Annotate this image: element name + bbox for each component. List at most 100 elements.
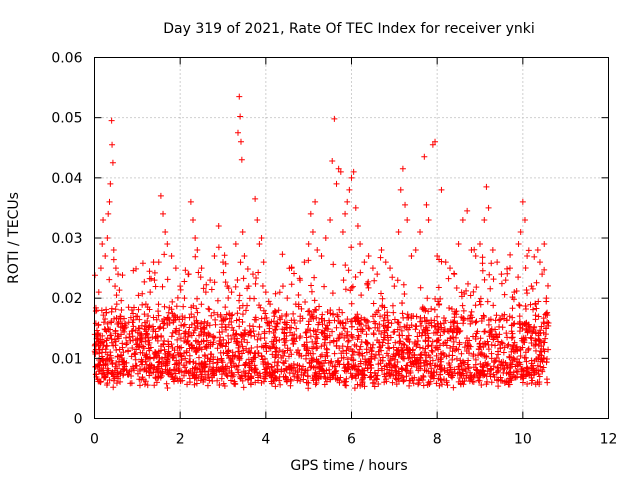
data-point: [352, 274, 359, 281]
data-point: [513, 367, 520, 374]
data-point: [204, 355, 211, 362]
data-point: [147, 289, 154, 296]
data-point: [428, 342, 435, 349]
data-point: [303, 352, 310, 359]
data-point: [357, 343, 364, 350]
data-point: [450, 323, 457, 330]
data-point: [232, 241, 239, 248]
data-point: [158, 333, 165, 340]
data-point: [283, 324, 290, 331]
data-point: [440, 328, 447, 335]
data-point: [445, 275, 452, 282]
data-point: [516, 313, 523, 320]
data-point: [311, 274, 318, 281]
data-point: [194, 295, 201, 302]
data-point: [170, 319, 177, 326]
y-tick-label: 0.04: [51, 171, 82, 187]
data-point: [237, 259, 244, 266]
data-point: [386, 371, 393, 378]
data-point: [500, 359, 507, 366]
data-point: [423, 201, 430, 208]
data-point: [511, 289, 518, 296]
data-point: [397, 338, 404, 345]
data-point: [270, 318, 277, 325]
data-point: [386, 361, 393, 368]
data-point: [340, 277, 347, 284]
data-point: [191, 365, 198, 372]
data-point: [322, 357, 329, 364]
data-point: [481, 276, 488, 283]
data-point: [142, 301, 149, 308]
data-point: [354, 336, 361, 343]
data-point: [171, 374, 178, 381]
data-point: [369, 265, 376, 272]
data-point: [422, 337, 429, 344]
data-point: [422, 357, 429, 364]
data-point: [477, 295, 484, 302]
data-point: [342, 320, 349, 327]
data-point: [417, 360, 424, 367]
data-point: [425, 335, 432, 342]
data-point: [198, 265, 205, 272]
data-point: [170, 352, 177, 359]
data-point: [196, 366, 203, 373]
data-point: [206, 306, 213, 313]
data-point: [266, 372, 273, 379]
data-point: [192, 253, 199, 260]
data-point: [206, 377, 213, 384]
data-point: [541, 339, 548, 346]
data-point: [331, 369, 338, 376]
data-point: [318, 343, 325, 350]
data-point: [489, 331, 496, 338]
data-point: [121, 325, 128, 332]
data-point: [359, 352, 366, 359]
data-point: [504, 334, 511, 341]
data-point: [381, 314, 388, 321]
data-point: [364, 281, 371, 288]
data-point: [99, 241, 106, 248]
data-point: [252, 350, 259, 357]
data-point: [393, 350, 400, 357]
data-point: [201, 364, 208, 371]
data-point: [170, 314, 177, 321]
data-point: [343, 350, 350, 357]
data-point: [490, 371, 497, 378]
data-point: [349, 334, 356, 341]
data-point: [300, 363, 307, 370]
data-point: [437, 362, 444, 369]
data-point: [297, 317, 304, 324]
data-point: [411, 352, 418, 359]
data-point: [177, 335, 184, 342]
data-point: [432, 138, 439, 145]
data-point: [524, 365, 531, 372]
data-point: [500, 369, 507, 376]
data-point: [246, 322, 253, 329]
data-point: [194, 309, 201, 316]
data-point: [229, 373, 236, 380]
data-point: [530, 342, 537, 349]
data-point: [142, 323, 149, 330]
data-point: [128, 328, 135, 335]
data-point: [461, 290, 468, 297]
data-point: [236, 316, 243, 323]
data-point: [375, 380, 382, 387]
data-point: [202, 363, 209, 370]
data-point: [324, 374, 331, 381]
data-point: [350, 357, 357, 364]
data-point: [239, 343, 246, 350]
data-point: [522, 354, 529, 361]
data-point: [254, 216, 261, 223]
data-point: [437, 320, 444, 327]
data-point: [145, 313, 152, 320]
data-point: [174, 343, 181, 350]
data-point: [154, 352, 161, 359]
data-point: [190, 329, 197, 336]
data-point: [291, 317, 298, 324]
data-point: [211, 279, 218, 286]
data-point: [383, 376, 390, 383]
data-point: [150, 323, 157, 330]
data-point: [228, 318, 235, 325]
data-point: [176, 331, 183, 338]
data-point: [266, 344, 273, 351]
data-point: [327, 359, 334, 366]
